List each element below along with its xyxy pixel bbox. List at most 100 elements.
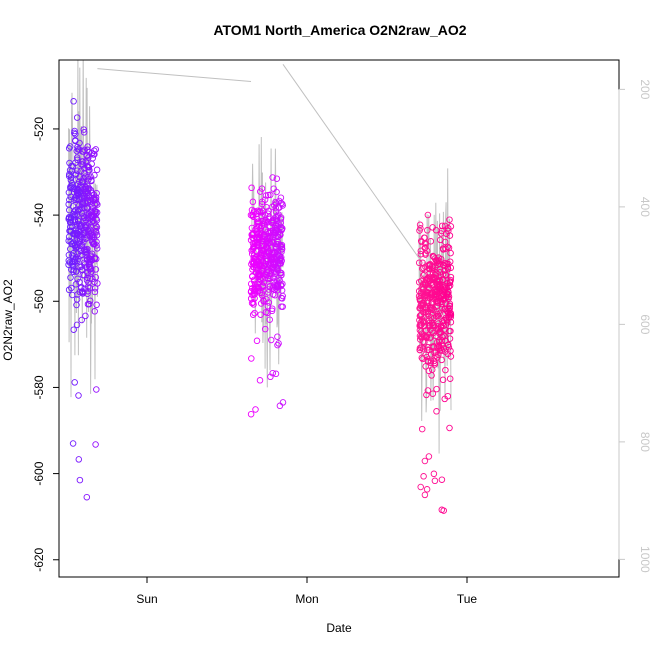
scatter-point bbox=[268, 307, 276, 315]
scatter-point bbox=[79, 161, 87, 168]
scatter-point bbox=[432, 349, 440, 356]
y-tick-label: -600 bbox=[32, 461, 46, 485]
scatter-point bbox=[260, 243, 268, 250]
scatter-point bbox=[274, 266, 282, 274]
scatter-point bbox=[76, 139, 83, 147]
scatter-point bbox=[270, 253, 277, 261]
scatter-point bbox=[251, 209, 258, 216]
scatter-point bbox=[71, 211, 79, 218]
scatter-point bbox=[86, 297, 94, 305]
scatter-point bbox=[73, 211, 81, 218]
scatter-point bbox=[91, 308, 98, 315]
scatter-point bbox=[274, 237, 281, 245]
scatter-point bbox=[275, 241, 282, 248]
scatter-point bbox=[78, 243, 85, 250]
scatter-point bbox=[249, 231, 256, 238]
x-tick-label: Sun bbox=[136, 592, 157, 606]
scatter-point bbox=[444, 224, 452, 232]
scatter-point bbox=[276, 402, 284, 410]
scatter-point bbox=[253, 261, 260, 269]
scatter-point bbox=[256, 377, 264, 384]
scatter-point bbox=[74, 185, 82, 193]
scatter-point bbox=[428, 366, 436, 373]
scatter-point bbox=[261, 196, 269, 203]
scatter-point bbox=[434, 257, 441, 265]
y-tick-label: -520 bbox=[32, 117, 46, 141]
scatter-point bbox=[91, 171, 98, 179]
scatter-point bbox=[254, 283, 262, 291]
scatter-point bbox=[92, 441, 99, 448]
scatter-point bbox=[247, 295, 255, 302]
scatter-point bbox=[267, 336, 275, 344]
scatter-point bbox=[92, 274, 100, 281]
scatter-point bbox=[70, 326, 77, 333]
scatter-point bbox=[249, 311, 257, 318]
scatter-point bbox=[421, 292, 428, 299]
scatter-point bbox=[436, 269, 444, 276]
scatter-point bbox=[423, 304, 430, 312]
scatter-point bbox=[88, 268, 95, 275]
scatter-point bbox=[249, 234, 256, 242]
scatter-point bbox=[79, 195, 86, 202]
scatter-point bbox=[65, 257, 73, 264]
scatter-point bbox=[424, 227, 431, 234]
scatter-point bbox=[417, 250, 425, 258]
scatter-point bbox=[72, 268, 80, 275]
scatter-point bbox=[435, 345, 443, 352]
scatter-point bbox=[418, 425, 426, 433]
scatter-point bbox=[420, 473, 427, 480]
scatter-point bbox=[69, 181, 76, 189]
scatter-point bbox=[423, 276, 430, 283]
scatter-point bbox=[424, 297, 431, 305]
y-right-tick-label: 800 bbox=[638, 432, 650, 452]
scatter-point bbox=[87, 173, 94, 180]
scatter-point bbox=[71, 127, 78, 135]
scatter-point bbox=[73, 296, 81, 303]
scatter-point bbox=[433, 313, 440, 320]
scatter-point bbox=[262, 226, 269, 233]
scatter-point bbox=[444, 392, 452, 400]
scatter-point bbox=[262, 192, 270, 199]
scatter-point bbox=[422, 244, 429, 251]
scatter-point bbox=[75, 392, 82, 399]
scatter-point bbox=[73, 220, 81, 228]
scatter-point bbox=[431, 477, 439, 485]
scatter-point bbox=[250, 244, 257, 251]
scatter-point bbox=[83, 248, 90, 255]
scatter-point bbox=[252, 269, 260, 276]
scatter-point bbox=[440, 345, 447, 352]
scatter-point bbox=[439, 246, 447, 253]
scatter-point bbox=[251, 309, 258, 317]
scatter-point bbox=[430, 470, 438, 478]
scatter-point bbox=[435, 326, 442, 333]
scatter-point bbox=[93, 166, 101, 174]
scatter-point bbox=[252, 264, 260, 271]
scatter-point bbox=[447, 249, 454, 257]
scatter-point bbox=[73, 321, 81, 329]
scatter-point bbox=[446, 258, 454, 265]
scatter-point bbox=[91, 288, 99, 296]
scatter-point bbox=[253, 222, 260, 230]
scatter-point bbox=[263, 237, 270, 244]
scatter-point bbox=[67, 218, 74, 226]
scatter-point bbox=[274, 341, 281, 349]
scatter-point bbox=[78, 316, 85, 324]
scatter-point bbox=[89, 231, 97, 239]
scatter-point bbox=[426, 303, 434, 311]
scatter-point bbox=[438, 506, 446, 514]
scatter-point bbox=[248, 355, 255, 362]
scatter-point bbox=[440, 332, 447, 339]
scatter-point bbox=[421, 244, 428, 252]
scatter-point bbox=[261, 325, 269, 333]
scatter-point bbox=[435, 338, 443, 346]
scatter-point bbox=[446, 375, 454, 382]
scatter-point bbox=[422, 351, 430, 358]
scatter-point bbox=[417, 225, 424, 232]
scatter-point bbox=[420, 234, 428, 241]
scatter-point bbox=[416, 336, 424, 343]
scatter-point bbox=[274, 286, 282, 294]
scatter-point bbox=[265, 207, 272, 215]
scatter-point bbox=[94, 201, 101, 208]
scatter-point bbox=[419, 305, 427, 312]
